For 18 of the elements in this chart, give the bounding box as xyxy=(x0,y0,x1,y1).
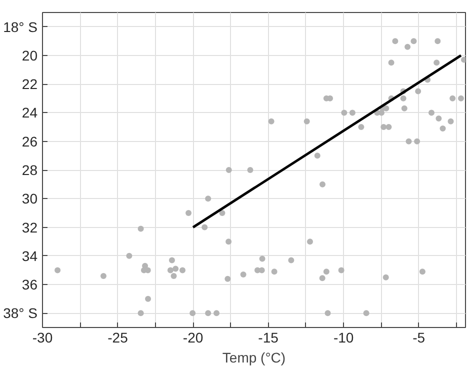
x-tick-label: -10 xyxy=(333,330,354,346)
y-tick-label: 22 xyxy=(22,76,38,92)
y-tick-label: 36 xyxy=(22,276,38,293)
y-tick-label: 32 xyxy=(22,219,38,236)
y-tick-label: 26 xyxy=(22,133,38,150)
y-tick-label: 34 xyxy=(22,248,38,264)
y-tick-label: 20 xyxy=(22,47,38,64)
y-tick-label: 18° S xyxy=(3,18,38,35)
y-tick-label: 28 xyxy=(22,162,38,178)
x-tick-label: -5 xyxy=(412,330,426,346)
x-tick-label: -25 xyxy=(108,330,128,346)
y-tick-label: 38° S xyxy=(3,305,38,322)
x-axis-title: Temp (°C) xyxy=(222,350,286,366)
y-tick-label: 24 xyxy=(22,104,38,121)
x-tick-label: -20 xyxy=(182,330,204,346)
x-tick-label: -15 xyxy=(258,330,279,346)
y-tick-label: 30 xyxy=(22,190,38,207)
x-tick-label: -30 xyxy=(32,330,53,346)
